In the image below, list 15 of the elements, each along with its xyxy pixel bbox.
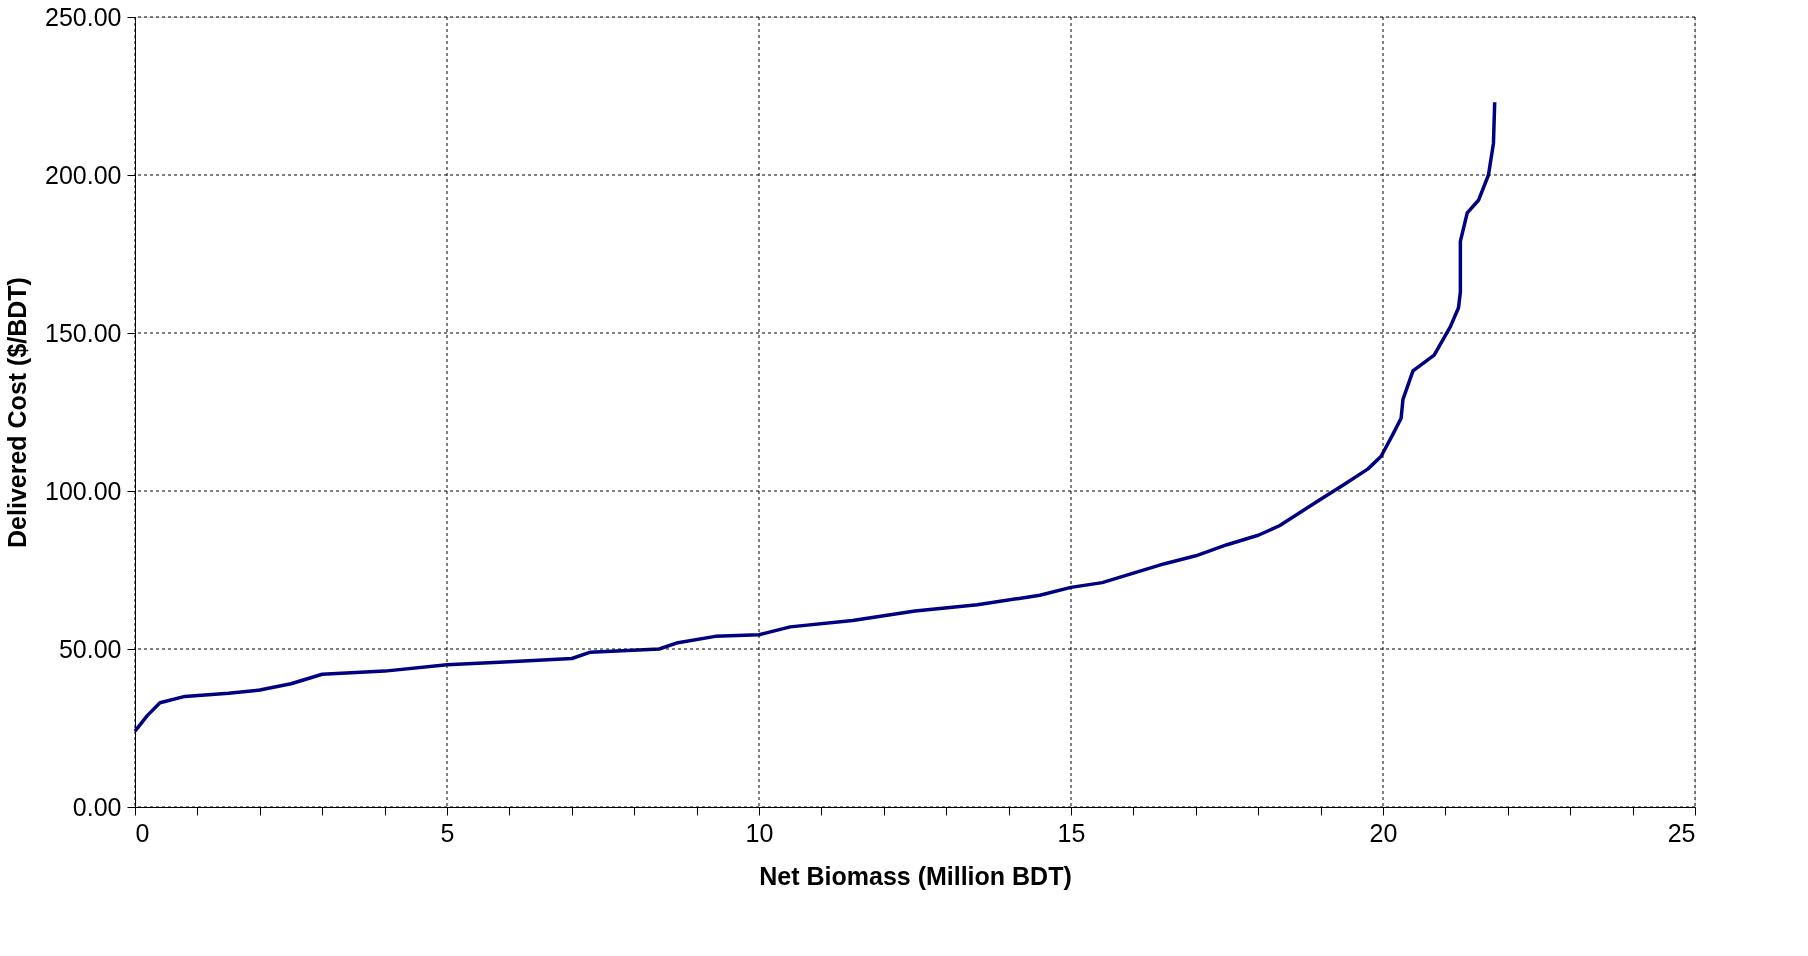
line-series bbox=[133, 100, 1497, 733]
x-tick-label: 15 bbox=[1057, 818, 1086, 847]
x-tick-label: 20 bbox=[1369, 818, 1398, 847]
y-tick-label: 0.00 bbox=[72, 792, 122, 821]
x-tick-label: 0 bbox=[135, 818, 150, 847]
x-tick-label: 10 bbox=[745, 818, 774, 847]
y-tick-label: 250.00 bbox=[45, 2, 122, 31]
x-tick-label: 25 bbox=[1667, 818, 1696, 847]
x-axis-title: Net Biomass (Million BDT) bbox=[759, 861, 1072, 890]
y-tick-label: 50.00 bbox=[58, 634, 122, 663]
y-axis-title: Delivered Cost ($/BDT) bbox=[3, 277, 32, 548]
y-tick-label: 100.00 bbox=[45, 476, 122, 505]
x-tick-label: 5 bbox=[440, 818, 455, 847]
y-tick-label: 200.00 bbox=[45, 160, 122, 189]
y-tick-label: 150.00 bbox=[45, 318, 122, 347]
